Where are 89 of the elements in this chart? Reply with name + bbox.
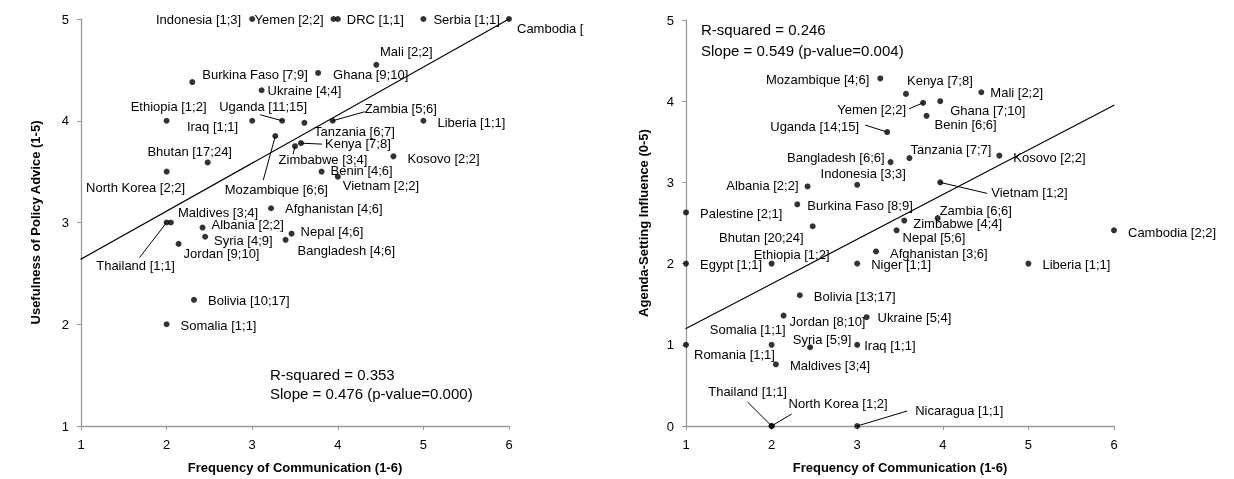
annotation: Nepal [4;6] [300,224,364,240]
annotation: R-squared = 0.246 [701,20,826,38]
x-tick-label: 6 [505,437,513,452]
annotation: Slope = 0.549 (p-value=0.004) [701,41,904,59]
annotation: Indonesia [3;3] [820,166,906,182]
annotation: Bhutan [20;24] [719,229,804,245]
annotation: Maldives [3;4] [789,357,871,373]
x-axis-title: Frequency of Communication (1-6) [792,460,1008,475]
annotation: Zambia [5;6] [364,101,437,117]
annotation: Liberia [1;1] [1042,257,1111,273]
annotation: Bangladesh [6;6] [787,149,885,165]
annotation: Burkina Faso [7;9] [202,66,308,82]
annotation: Vietnam [2;2] [342,178,420,194]
annotation: Jordan [8;10] [789,314,866,330]
annotation: Vietnam [1;2] [991,184,1068,200]
annotation: Kosovo [2;2] [407,150,480,166]
annotation: Mozambique [4;6] [765,71,870,87]
x-tick-label: 5 [1024,437,1033,452]
annotation: Iraq [1;1] [186,119,239,135]
annotation: Nepal [5;6] [902,229,966,245]
annotation: Syria [4;9] [214,233,273,249]
y-tick-label: 1 [61,418,69,434]
annotation: Syria [5;9] [792,331,852,347]
annotation: Kosovo [2;2] [1013,150,1086,166]
annotation: Liberia [1;1] [437,115,506,131]
annotation: Benin [6;6] [934,117,997,133]
annotation: Bangladesh [4;6] [297,243,396,259]
annotation: Albania [2;2] [726,177,799,193]
annotation: Ukraine [5;4] [877,309,952,325]
annotation: Zimbabwe [4;4] [913,216,1003,232]
annotation: Cambodia [2;2] [1128,224,1217,240]
annotation: Iraq [1;1] [864,338,916,354]
annotation: Bhutan [17;24] [147,143,232,159]
x-tick-label: 4 [334,437,342,452]
annotation: Burkina Faso [8;9] [807,197,913,213]
annotation: Somalia [1;1] [709,322,786,338]
y-tick-label: 5 [666,12,674,28]
x-tick-label: 2 [162,437,171,452]
annotation: Ethiopia [1;2] [130,99,207,115]
annotation: Romania [1;1] [694,347,775,363]
annotation: Zambia [6;6] [939,202,1012,218]
x-tick-label: 5 [419,437,428,452]
annotation: Yemen [2;2] [837,102,907,118]
annotation: Mali [2;2] [990,84,1044,100]
y-axis-title: Usefulness of Policy Advice (1-5) [28,120,43,325]
x-tick-label: 6 [1110,437,1118,452]
y-tick-label: 3 [666,174,674,190]
y-tick-label: 5 [61,11,69,27]
annotation: Bolivia [10;17] [207,293,290,309]
annotation: Slope = 0.476 (p-value=0.000) [270,384,473,402]
y-axis-title: Agenda-Setting Influence (0-5) [636,129,651,317]
annotation: Ghana [9;10] [333,67,409,83]
x-tick-label: 1 [682,437,690,452]
annotation: Afghanistan [4;6] [285,200,383,216]
annotation: Indonesia [1;3] [155,11,242,27]
y-tick-label: 3 [61,215,69,230]
annotation: North Korea [2;2] [86,180,186,196]
annotation: Nicaragua [1;1] [915,402,1004,418]
x-tick-label: 2 [767,437,776,452]
x-axis-title: Frequency of Communication (1-6) [187,460,403,475]
annotation: Somalia [1;1] [180,317,257,333]
x-tick-label: 3 [248,437,256,452]
annotation: Cambodia [ [517,20,584,36]
y-tick-label: 1 [666,337,674,353]
annotation: Thailand [1;1] [96,258,175,273]
annotation: R-squared = 0.353 [270,365,395,383]
x-tick-label: 4 [939,437,947,452]
annotation: Mali [2;2] [379,44,433,60]
annotation: North Korea [1;2] [788,395,888,411]
annotation: DRC [1;1] [346,11,404,27]
y-tick-label: 0 [666,418,674,434]
x-tick-label: 3 [853,437,861,452]
annotation: Ukraine [4;4] [267,82,342,98]
annotation: Serbia [1;1] [433,11,500,27]
annotation: Kenya [7;8] [906,73,973,89]
y-tick-label: 4 [666,93,674,109]
annotation: Thailand [1;1] [708,383,787,399]
annotation: Bolivia [13;17] [813,288,896,304]
y-tick-label: 2 [666,256,674,272]
annotation: Uganda [14;15] [770,118,860,134]
x-tick-label: 1 [77,437,85,452]
annotation: Palestine [2;1] [700,205,783,221]
y-tick-label: 4 [61,113,69,129]
annotation: Yemen [2;2] [254,11,324,27]
annotation: Uganda [11;15] [219,99,308,115]
annotation: Ghana [7;10] [950,102,1026,118]
annotation: Tanzania [7;7] [910,141,992,157]
annotation: Mozambique [6;6] [224,181,328,197]
y-tick-label: 2 [61,316,69,332]
